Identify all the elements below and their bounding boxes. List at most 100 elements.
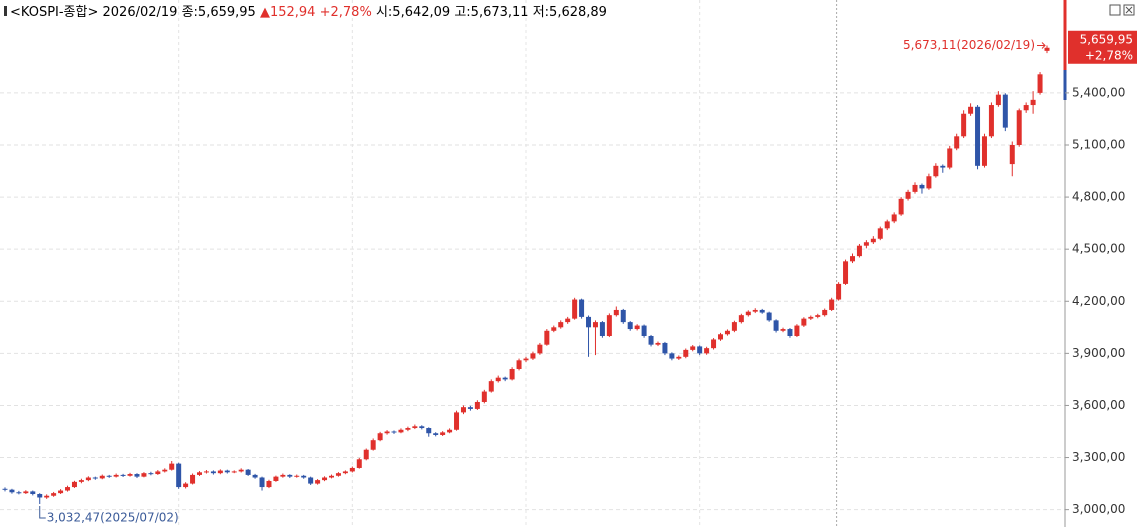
candle-body [655,342,661,345]
candle-body [884,221,890,229]
y-tick-label: 4,200,00 [1072,294,1125,308]
candle-body [891,214,897,222]
candle-body [975,106,981,166]
candle-body [217,470,223,474]
candle-body [558,322,564,328]
candle-body [572,299,578,319]
candle-body [1009,144,1015,165]
header-date: 2026/02/19 [103,5,178,20]
candle-body [509,368,515,380]
candle-body [849,256,855,262]
candle-body [391,431,397,433]
candle-body [328,475,334,478]
y-tick-label: 5,400,00 [1072,85,1125,99]
header-high: 고:5,673,11 [454,5,528,20]
candle-body [440,432,446,435]
candle-body [870,238,876,243]
y-tick-label: 3,000,00 [1072,502,1125,516]
candle-body [71,481,77,488]
candle-body [724,330,730,335]
candle-body [905,191,911,199]
candle-body [933,165,939,177]
y-tick-label: 4,500,00 [1072,242,1125,256]
candle-body [273,476,279,481]
candle-body [30,491,36,495]
candle-body [711,339,717,349]
candle-body [752,309,758,312]
candle-body [968,106,974,114]
candle-body [433,433,439,435]
candle-body [419,426,425,429]
candle-body [155,471,161,475]
y-tick-label: 4,800,00 [1072,190,1125,204]
candle-body [349,467,355,472]
candle-body [1037,74,1043,93]
candle-body [37,494,43,498]
candle-body [2,488,8,490]
candle-body [259,477,265,488]
header-name: <KOSPI-종합> [10,5,98,20]
high-pointer [1037,42,1046,49]
candle-body [252,474,258,478]
candle-body [203,471,209,473]
candle-body [176,463,182,488]
candle-body [238,469,244,472]
candle-body [197,472,203,475]
header-change: ▲152,94 [260,5,316,20]
candle-body [58,490,64,494]
candle-body [474,401,480,409]
candle-body [634,325,640,330]
candle-body [183,483,189,488]
candle-body [78,480,84,482]
y-tick-label: 3,900,00 [1072,346,1125,360]
candle-body [947,148,953,168]
candle-body [454,412,460,430]
candle-body [1023,105,1029,111]
candle-body [856,245,862,257]
candle-body [565,318,571,323]
candle-body [940,165,946,168]
candle-body [794,325,800,336]
candle-body [704,348,710,354]
candle-body [481,391,487,402]
candle-body [961,113,967,137]
candle-body [266,480,272,488]
y-tick-label: 5,100,00 [1072,137,1125,151]
candle-body [995,94,1001,106]
candle-body [23,491,29,494]
candle-body [544,330,550,345]
y-tick-label: 3,600,00 [1072,398,1125,412]
candle-body [613,309,619,316]
candle-body [467,407,473,409]
candle-body [460,407,466,413]
candle-body [516,360,522,369]
candle-body [113,474,119,477]
candle-body [162,469,168,472]
candle-body [738,315,744,323]
candle-body [502,377,508,380]
candle-body [92,477,98,479]
candle-body [65,487,71,491]
grid [0,0,1065,527]
window-button[interactable] [1109,4,1121,16]
candle-body [912,184,918,192]
candle-body [592,322,598,328]
candle-body [676,356,682,359]
candle-body [586,316,592,328]
price-tag-price: 5,659,95 [1080,32,1133,46]
header-icon [4,6,7,16]
candle-body [620,309,626,323]
close-button[interactable] [1123,4,1135,16]
candle-body [99,475,105,479]
header-change-pct: +2,78% [320,5,372,20]
candle-body [308,477,314,484]
candle-body [44,495,50,498]
candle-body [120,474,126,476]
candle-body [822,309,828,316]
candle-body [447,429,453,433]
candle-body [405,428,411,430]
candle-body [815,315,821,317]
candle-body [669,353,675,359]
